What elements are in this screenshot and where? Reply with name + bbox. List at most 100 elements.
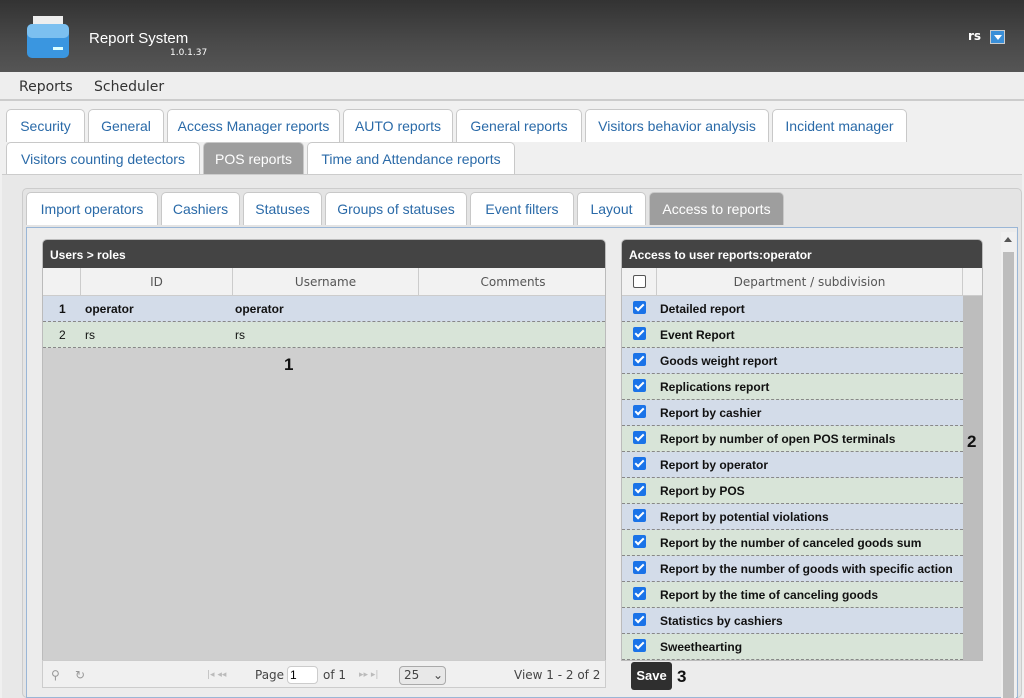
chevron-down-icon: ⌄ — [433, 668, 444, 682]
report-label: Report by potential violations — [660, 510, 829, 524]
report-label: Detailed report — [660, 302, 745, 316]
tab-general[interactable]: General — [88, 109, 164, 142]
access-grid: Access to user reports:operator Departme… — [621, 239, 983, 661]
page-input[interactable] — [287, 666, 318, 684]
pager: ⚲ ↻ |◂ ◂◂ Page of 1 ▸▸ ▸| 25 ⌄ View 1 - 2… — [42, 660, 606, 688]
subtab-event-filters[interactable]: Event filters — [470, 192, 574, 225]
access-row[interactable]: Event Report — [622, 322, 963, 348]
report-label: Report by the time of canceling goods — [660, 588, 879, 602]
subtab-layout[interactable]: Layout — [577, 192, 646, 225]
report-label: Sweethearting — [660, 640, 743, 654]
save-button[interactable]: Save — [631, 662, 672, 690]
scrollbar-thumb[interactable] — [1003, 252, 1014, 698]
access-row[interactable]: Report by cashier — [622, 400, 963, 426]
report-label: Statistics by cashiers — [660, 614, 783, 628]
cell-id: operator — [85, 302, 134, 316]
report-label: Report by operator — [660, 458, 769, 472]
access-row[interactable]: Report by operator — [622, 452, 963, 478]
access-grid-title: Access to user reports:operator — [622, 240, 982, 268]
page-size-value: 25 — [404, 668, 420, 682]
users-grid: Users > roles ID Username Comments 1 ope… — [42, 239, 606, 661]
subtab-statuses[interactable]: Statuses — [243, 192, 322, 225]
report-checkbox[interactable] — [633, 639, 646, 652]
report-label: Report by the number of canceled goods s… — [660, 536, 922, 550]
select-all-checkbox[interactable] — [632, 275, 646, 288]
subtab-groups-of-statuses[interactable]: Groups of statuses — [325, 192, 467, 225]
menu-scheduler[interactable]: Scheduler — [94, 79, 165, 95]
annotation-2: 2 — [967, 432, 977, 451]
main-menu: Reports Scheduler — [0, 72, 1024, 101]
report-label: Event Report — [660, 328, 735, 342]
report-checkbox[interactable] — [633, 587, 646, 600]
tab-time-and-attendance-reports[interactable]: Time and Attendance reports — [307, 142, 515, 175]
row-number: 1 — [59, 302, 66, 316]
subtab-access-to-reports[interactable]: Access to reports — [649, 192, 784, 225]
access-row[interactable]: Statistics by cashiers — [622, 608, 963, 634]
report-label: Report by cashier — [660, 406, 762, 420]
tab-security[interactable]: Security — [6, 109, 85, 142]
access-row[interactable]: Report by POS — [622, 478, 963, 504]
report-label: Replications report — [660, 380, 770, 394]
refresh-icon[interactable]: ↻ — [75, 668, 86, 682]
page-label: Page — [255, 668, 285, 682]
scroll-up-icon[interactable] — [1004, 237, 1012, 242]
column-username[interactable]: Username — [233, 268, 419, 296]
tab-incident-manager[interactable]: Incident manager — [772, 109, 907, 142]
report-checkbox[interactable] — [633, 509, 646, 522]
access-row[interactable]: Detailed report — [622, 296, 963, 322]
tab-auto-reports[interactable]: AUTO reports — [343, 109, 453, 142]
report-checkbox[interactable] — [633, 405, 646, 418]
report-checkbox[interactable] — [633, 301, 646, 314]
report-checkbox[interactable] — [633, 379, 646, 392]
report-checkbox[interactable] — [633, 535, 646, 548]
page-size-select[interactable]: 25 ⌄ — [399, 666, 446, 685]
tab-access-manager-reports[interactable]: Access Manager reports — [167, 109, 340, 142]
next-page-icon[interactable]: ▸▸ ▸| — [359, 670, 379, 680]
table-row[interactable]: 1 operator operator — [43, 296, 605, 322]
tab-pos-reports[interactable]: POS reports — [203, 142, 304, 175]
cell-username: operator — [235, 302, 284, 316]
report-checkbox[interactable] — [633, 353, 646, 366]
column-department[interactable]: Department / subdivision — [657, 268, 963, 296]
access-row[interactable]: Sweethearting — [622, 634, 963, 660]
tab-visitors-behavior-analysis[interactable]: Visitors behavior analysis — [585, 109, 769, 142]
access-row[interactable]: Replications report — [622, 374, 963, 400]
column-comments[interactable]: Comments — [480, 275, 546, 289]
report-label: Report by POS — [660, 484, 745, 498]
access-grid-header: Department / subdivision — [622, 268, 982, 296]
app-title: Report System — [89, 30, 189, 47]
report-checkbox[interactable] — [633, 561, 646, 574]
page-count: of 1 — [323, 668, 347, 682]
app-header: Report System 1.0.1.37 rs — [0, 0, 1024, 72]
access-row[interactable]: Goods weight report — [622, 348, 963, 374]
tab-general-reports[interactable]: General reports — [456, 109, 582, 142]
subtab-cashiers[interactable]: Cashiers — [161, 192, 240, 225]
table-row[interactable]: 2 rs rs — [43, 322, 605, 348]
access-row[interactable]: Report by the time of canceling goods — [622, 582, 963, 608]
report-label: Report by the number of goods with speci… — [660, 562, 953, 576]
row-number: 2 — [59, 328, 66, 342]
tab-visitors-counting-detectors[interactable]: Visitors counting detectors — [6, 142, 200, 175]
report-checkbox[interactable] — [633, 327, 646, 340]
report-checkbox[interactable] — [633, 613, 646, 626]
view-count: View 1 - 2 of 2 — [514, 668, 601, 682]
user-name[interactable]: rs — [968, 29, 982, 43]
access-grid-scrollbar[interactable] — [963, 296, 982, 660]
folder-logo-icon — [27, 16, 69, 58]
first-page-icon[interactable]: |◂ ◂◂ — [207, 670, 227, 680]
annotation-1: 1 — [284, 355, 294, 374]
report-checkbox[interactable] — [633, 457, 646, 470]
app-version: 1.0.1.37 — [170, 48, 208, 58]
search-icon[interactable]: ⚲ — [51, 668, 60, 682]
column-id[interactable]: ID — [81, 268, 233, 296]
user-dropdown-icon[interactable] — [990, 30, 1005, 44]
access-row[interactable]: Report by potential violations — [622, 504, 963, 530]
access-row[interactable]: Report by number of open POS terminals — [622, 426, 963, 452]
report-label: Report by number of open POS terminals — [660, 432, 896, 446]
menu-reports[interactable]: Reports — [19, 79, 73, 95]
access-row[interactable]: Report by the number of goods with speci… — [622, 556, 963, 582]
subtab-import-operators[interactable]: Import operators — [26, 192, 158, 225]
report-checkbox[interactable] — [633, 483, 646, 496]
access-row[interactable]: Report by the number of canceled goods s… — [622, 530, 963, 556]
report-checkbox[interactable] — [633, 431, 646, 444]
